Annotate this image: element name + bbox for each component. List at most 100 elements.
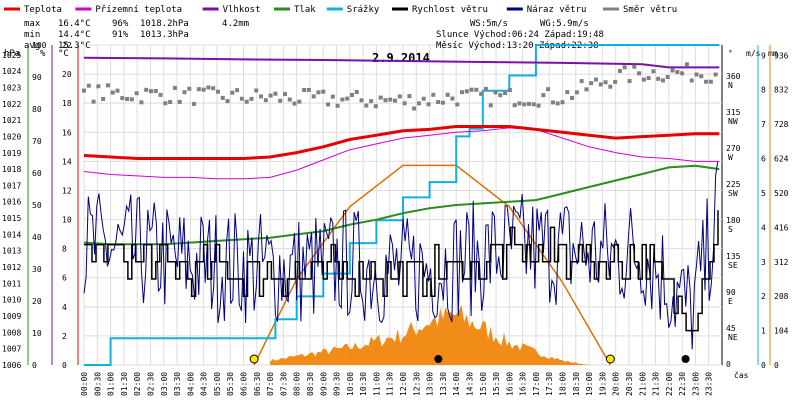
chart-title: 2.9.2014 <box>372 51 430 65</box>
wind-direction-point <box>637 71 642 76</box>
wind-direction-point <box>708 79 713 84</box>
c-tick-label: 22 <box>62 41 72 50</box>
wind-direction-point <box>206 85 211 90</box>
wind-direction-point <box>316 90 321 95</box>
wind-direction-point <box>168 100 173 105</box>
wind-gust-line <box>83 161 719 350</box>
mm-tick-label: 0 <box>774 361 779 370</box>
legend-label: Směr větru <box>623 5 677 15</box>
wind-direction-point <box>598 82 603 87</box>
wind-direction-point <box>460 90 465 95</box>
wind-direction-point <box>263 98 268 103</box>
x-tick-label: 17:00 <box>532 372 541 396</box>
wind-direction-point <box>660 78 665 83</box>
c-tick-label: 4 <box>62 303 67 312</box>
wind-direction-point <box>82 88 86 93</box>
c-tick-label: 0 <box>62 361 67 370</box>
wind-direction-point <box>546 87 551 92</box>
wind-direction-point <box>172 85 177 90</box>
pct-tick-label: 40 <box>32 233 42 242</box>
pct-tick-label: 100 <box>32 41 47 50</box>
moon-moonrise-marker <box>434 355 443 363</box>
dir-tick-abbrev: NW <box>728 117 738 126</box>
hpa-unit: hPa <box>4 49 20 59</box>
dir-tick-label: 0 <box>726 360 731 369</box>
wind-direction-point <box>570 95 575 100</box>
x-tick-label: 16:30 <box>519 372 528 396</box>
wind-direction-point <box>125 96 130 101</box>
wind-direction-point <box>110 90 115 95</box>
x-tick-label: 12:30 <box>412 372 421 396</box>
wind-direction-point <box>675 70 680 75</box>
hpa-tick-label: 1008 <box>2 328 21 337</box>
x-tick-label: 05:00 <box>213 372 222 396</box>
wind-direction-point <box>397 94 402 99</box>
wind-direction-point <box>402 101 407 106</box>
hpa-tick-label: 1021 <box>2 116 21 125</box>
wind-direction-point <box>340 97 345 102</box>
hpa-tick-label: 1024 <box>2 67 21 76</box>
ms-tick-label: 2 <box>761 292 766 301</box>
wind-direction-point <box>436 100 441 105</box>
dir-tick-abbrev: SE <box>728 261 738 270</box>
stat-min-label: min <box>24 30 40 40</box>
hpa-tick-label: 1018 <box>2 165 21 174</box>
wind-direction-point <box>627 79 632 84</box>
x-tick-label: 09:30 <box>333 372 342 396</box>
wind-direction-point <box>565 90 570 95</box>
wind-speed-line <box>84 210 719 332</box>
dir-tick-abbrev: W <box>728 153 733 162</box>
x-tick-label: 07:00 <box>266 372 275 396</box>
legend-label: Náraz větru <box>527 5 587 15</box>
wind-direction-point <box>326 102 331 107</box>
ms-tick-label: 3 <box>761 258 766 267</box>
wind-direction-point <box>383 98 388 103</box>
c-tick-label: 8 <box>62 245 67 254</box>
x-tick-label: 10:00 <box>346 372 355 396</box>
wind-direction-point <box>96 84 101 89</box>
pct-tick-label: 70 <box>32 137 42 146</box>
ground-temperature-line <box>83 127 720 180</box>
ms-tick-label: 9 <box>761 51 766 60</box>
wind-direction-point <box>550 100 555 105</box>
temperature-line <box>83 125 720 160</box>
wind-direction-point <box>349 92 354 97</box>
wind-direction-point <box>670 68 675 73</box>
mm-tick-label: 520 <box>774 189 789 198</box>
pct-tick-label: 20 <box>32 297 42 306</box>
hpa-tick-label: 1009 <box>2 312 21 321</box>
x-tick-label: 06:00 <box>240 372 249 396</box>
wind-direction-point <box>440 100 445 105</box>
wind-direction-point <box>268 93 273 98</box>
x-tick-label: 23:30 <box>705 372 714 396</box>
wind-direction-point <box>86 83 91 88</box>
stat-avg-label: avg <box>24 41 40 51</box>
wind-direction-point <box>699 74 704 79</box>
x-tick-label: 18:00 <box>559 372 568 396</box>
wind-direction-point <box>608 84 613 89</box>
wind-direction-point <box>225 99 230 104</box>
x-tick-label: 16:00 <box>505 372 514 396</box>
c-tick-label: 18 <box>62 99 72 108</box>
wind-direction-point <box>201 87 206 92</box>
wind-direction-point <box>129 97 134 102</box>
x-tick-label: 20:30 <box>625 372 634 396</box>
hpa-tick-label: 1015 <box>2 214 21 223</box>
wind-direction-point <box>148 89 153 94</box>
wind-direction-point <box>536 103 541 108</box>
wind-direction-point <box>684 62 689 67</box>
hpa-tick-label: 1023 <box>2 83 21 92</box>
stat-sun: Slunce Východ:06:24 Západ:19:48 <box>436 30 604 40</box>
wind-direction-point <box>517 101 522 106</box>
ms-tick-label: 1 <box>761 327 766 336</box>
wind-direction-point <box>105 83 110 88</box>
dir-tick-abbrev: SW <box>728 189 738 198</box>
wind-direction-point <box>464 89 469 94</box>
stat-avg-temp: 15.3°C <box>58 41 91 51</box>
pct-tick-label: 90 <box>32 73 42 82</box>
wind-direction-point <box>632 64 637 69</box>
dir-tick-abbrev: N <box>728 81 733 90</box>
dir-tick-label: 225 <box>726 180 741 189</box>
hpa-tick-label: 1006 <box>2 361 21 370</box>
x-tick-label: 04:00 <box>186 372 195 396</box>
